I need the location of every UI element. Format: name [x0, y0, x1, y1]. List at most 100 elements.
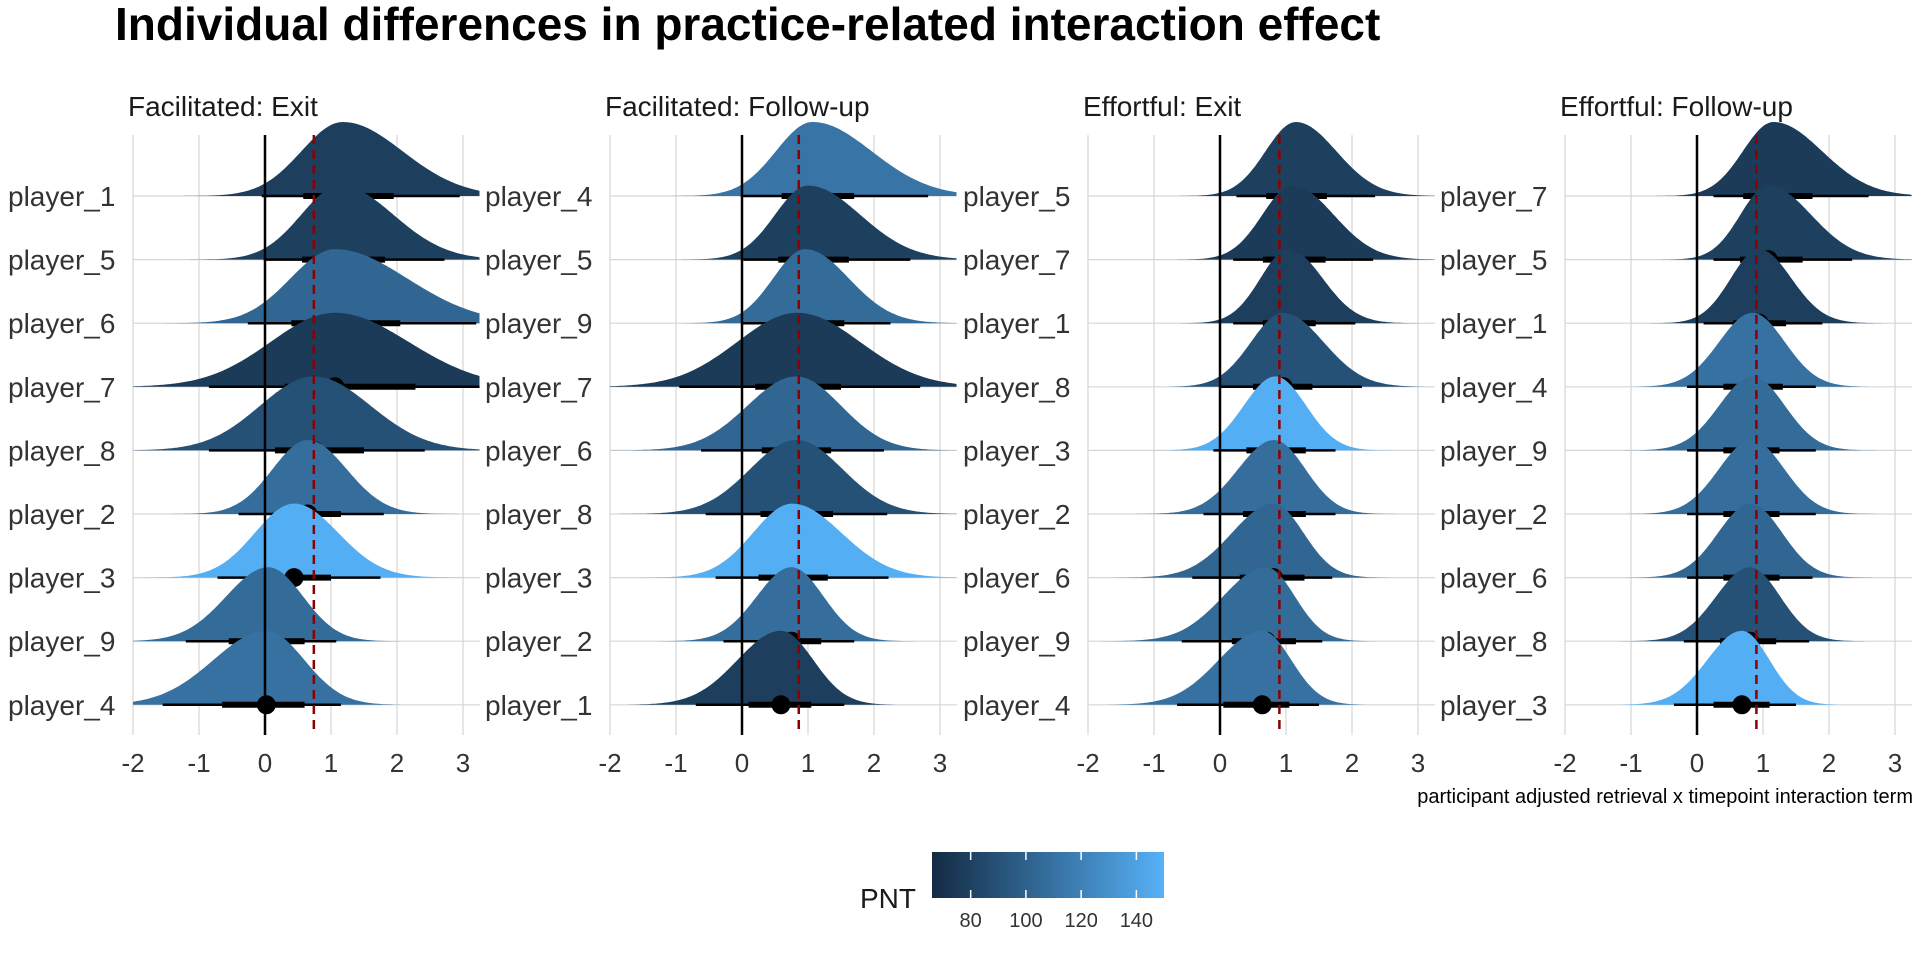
x-tick-label: -1 [1142, 748, 1165, 778]
x-tick-label: 1 [801, 748, 815, 778]
x-tick-label: -2 [121, 748, 144, 778]
y-tick-label: player_4 [8, 690, 115, 721]
density-ridge [133, 185, 480, 260]
x-tick-label: 3 [456, 748, 470, 778]
y-tick-label: player_5 [8, 245, 115, 276]
x-tick-label: -2 [1553, 748, 1576, 778]
y-tick-label: player_6 [8, 308, 115, 339]
facet-panel: Facilitated: Follow-up -2 -1 0 1 2 3 player_4pl… [485, 91, 957, 778]
y-tick-label: player_9 [8, 626, 115, 657]
facet-title: Facilitated: Follow-up [605, 91, 870, 122]
y-tick-label: player_9 [963, 626, 1070, 657]
x-tick-label: 2 [1345, 748, 1359, 778]
median-point [1732, 695, 1752, 715]
x-tick-label: 0 [1213, 748, 1227, 778]
y-tick-label: player_9 [485, 308, 592, 339]
density-ridge [133, 312, 480, 387]
facet-title: Effortful: Follow-up [1560, 91, 1793, 122]
x-tick-label: -1 [187, 748, 210, 778]
y-tick-label: player_3 [963, 435, 1070, 466]
density-ridge [133, 630, 480, 705]
x-tick-label: 1 [1279, 748, 1293, 778]
density-ridge [133, 440, 480, 514]
density-ridge [1088, 122, 1435, 196]
y-tick-label: player_6 [485, 435, 592, 466]
y-tick-label: player_5 [1440, 245, 1547, 276]
facet-panel: Facilitated: Exit -2 -1 0 1 2 3 player_1 player_… [8, 91, 480, 778]
density-ridge [1565, 122, 1912, 196]
legend-colorbar [932, 852, 1164, 898]
x-tick-label: -1 [664, 748, 687, 778]
density-ridge [133, 376, 480, 451]
x-tick-label: 2 [867, 748, 881, 778]
x-tick-label: 0 [1690, 748, 1704, 778]
x-tick-label: -2 [598, 748, 621, 778]
density-ridge [610, 440, 957, 514]
y-tick-label: player_2 [963, 499, 1070, 530]
y-tick-label: player_3 [8, 563, 115, 594]
facet-panels: Facilitated: Exit -2 -1 0 1 2 3 player_1 player_… [8, 91, 1912, 778]
facet-panel: Effortful: Exit -2 -1 0 1 2 3 player_5 player_7p… [963, 91, 1435, 778]
legend-title: PNT [860, 883, 916, 914]
density-ridge [1565, 503, 1912, 578]
legend-tick-label: 80 [960, 910, 982, 932]
density-ridge [610, 567, 957, 642]
legend: PNT 80 100 120 140 [860, 852, 1164, 932]
density-ridge [133, 503, 480, 578]
y-tick-label: player_1 [8, 181, 115, 212]
density-ridge [1088, 440, 1435, 514]
density-ridge [1088, 376, 1435, 451]
x-axis-label: participant adjusted retrieval x timepoi… [1417, 786, 1913, 808]
legend-tick-label: 120 [1064, 910, 1097, 932]
y-tick-label: player_1 [963, 308, 1070, 339]
x-tick-label: -2 [1076, 748, 1099, 778]
density-ridge [610, 249, 957, 324]
y-tick-label: player_7 [485, 372, 592, 403]
y-tick-label: player_4 [485, 181, 592, 212]
density-ridge [1088, 312, 1435, 387]
legend-tick-label: 100 [1009, 910, 1042, 932]
density-ridge [610, 630, 957, 705]
legend-tick-label: 140 [1120, 910, 1153, 932]
density-ridge [610, 122, 957, 196]
x-tick-label: 2 [390, 748, 404, 778]
density-ridge [610, 503, 957, 578]
y-tick-label: player_1 [485, 690, 592, 721]
density-ridge [1565, 630, 1912, 705]
y-tick-label: player_7 [963, 245, 1070, 276]
density-ridge [133, 249, 480, 324]
density-ridge [1565, 312, 1912, 387]
median-point [256, 695, 276, 715]
y-tick-label: player_2 [485, 626, 592, 657]
y-tick-label: player_2 [1440, 499, 1547, 530]
density-ridge [1088, 567, 1435, 642]
density-ridge [610, 185, 957, 260]
density-ridge [1565, 185, 1912, 260]
y-tick-label: player_3 [485, 563, 592, 594]
density-ridge [610, 376, 957, 451]
density-ridge [1565, 249, 1912, 324]
facet-panel: Effortful: Follow-up -2 -1 0 1 2 3 player_7play… [1440, 91, 1912, 778]
density-ridge [1565, 376, 1912, 451]
y-tick-label: player_8 [8, 435, 115, 466]
density-ridge [610, 312, 957, 387]
y-tick-label: player_2 [8, 499, 115, 530]
density-ridge [133, 567, 480, 642]
density-ridge [1088, 185, 1435, 260]
y-tick-label: player_7 [8, 372, 115, 403]
y-tick-label: player_8 [485, 499, 592, 530]
x-tick-label: 0 [735, 748, 749, 778]
y-tick-label: player_5 [485, 245, 592, 276]
density-ridge [1088, 503, 1435, 578]
x-tick-label: 1 [324, 748, 338, 778]
median-point [1252, 695, 1272, 715]
x-tick-label: 3 [1888, 748, 1902, 778]
x-tick-label: 3 [1411, 748, 1425, 778]
x-tick-label: 0 [258, 748, 272, 778]
density-ridge [1088, 630, 1435, 705]
y-tick-label: player_4 [963, 690, 1070, 721]
y-tick-label: player_9 [1440, 435, 1547, 466]
density-ridge [133, 122, 480, 196]
facet-title: Effortful: Exit [1083, 91, 1241, 122]
